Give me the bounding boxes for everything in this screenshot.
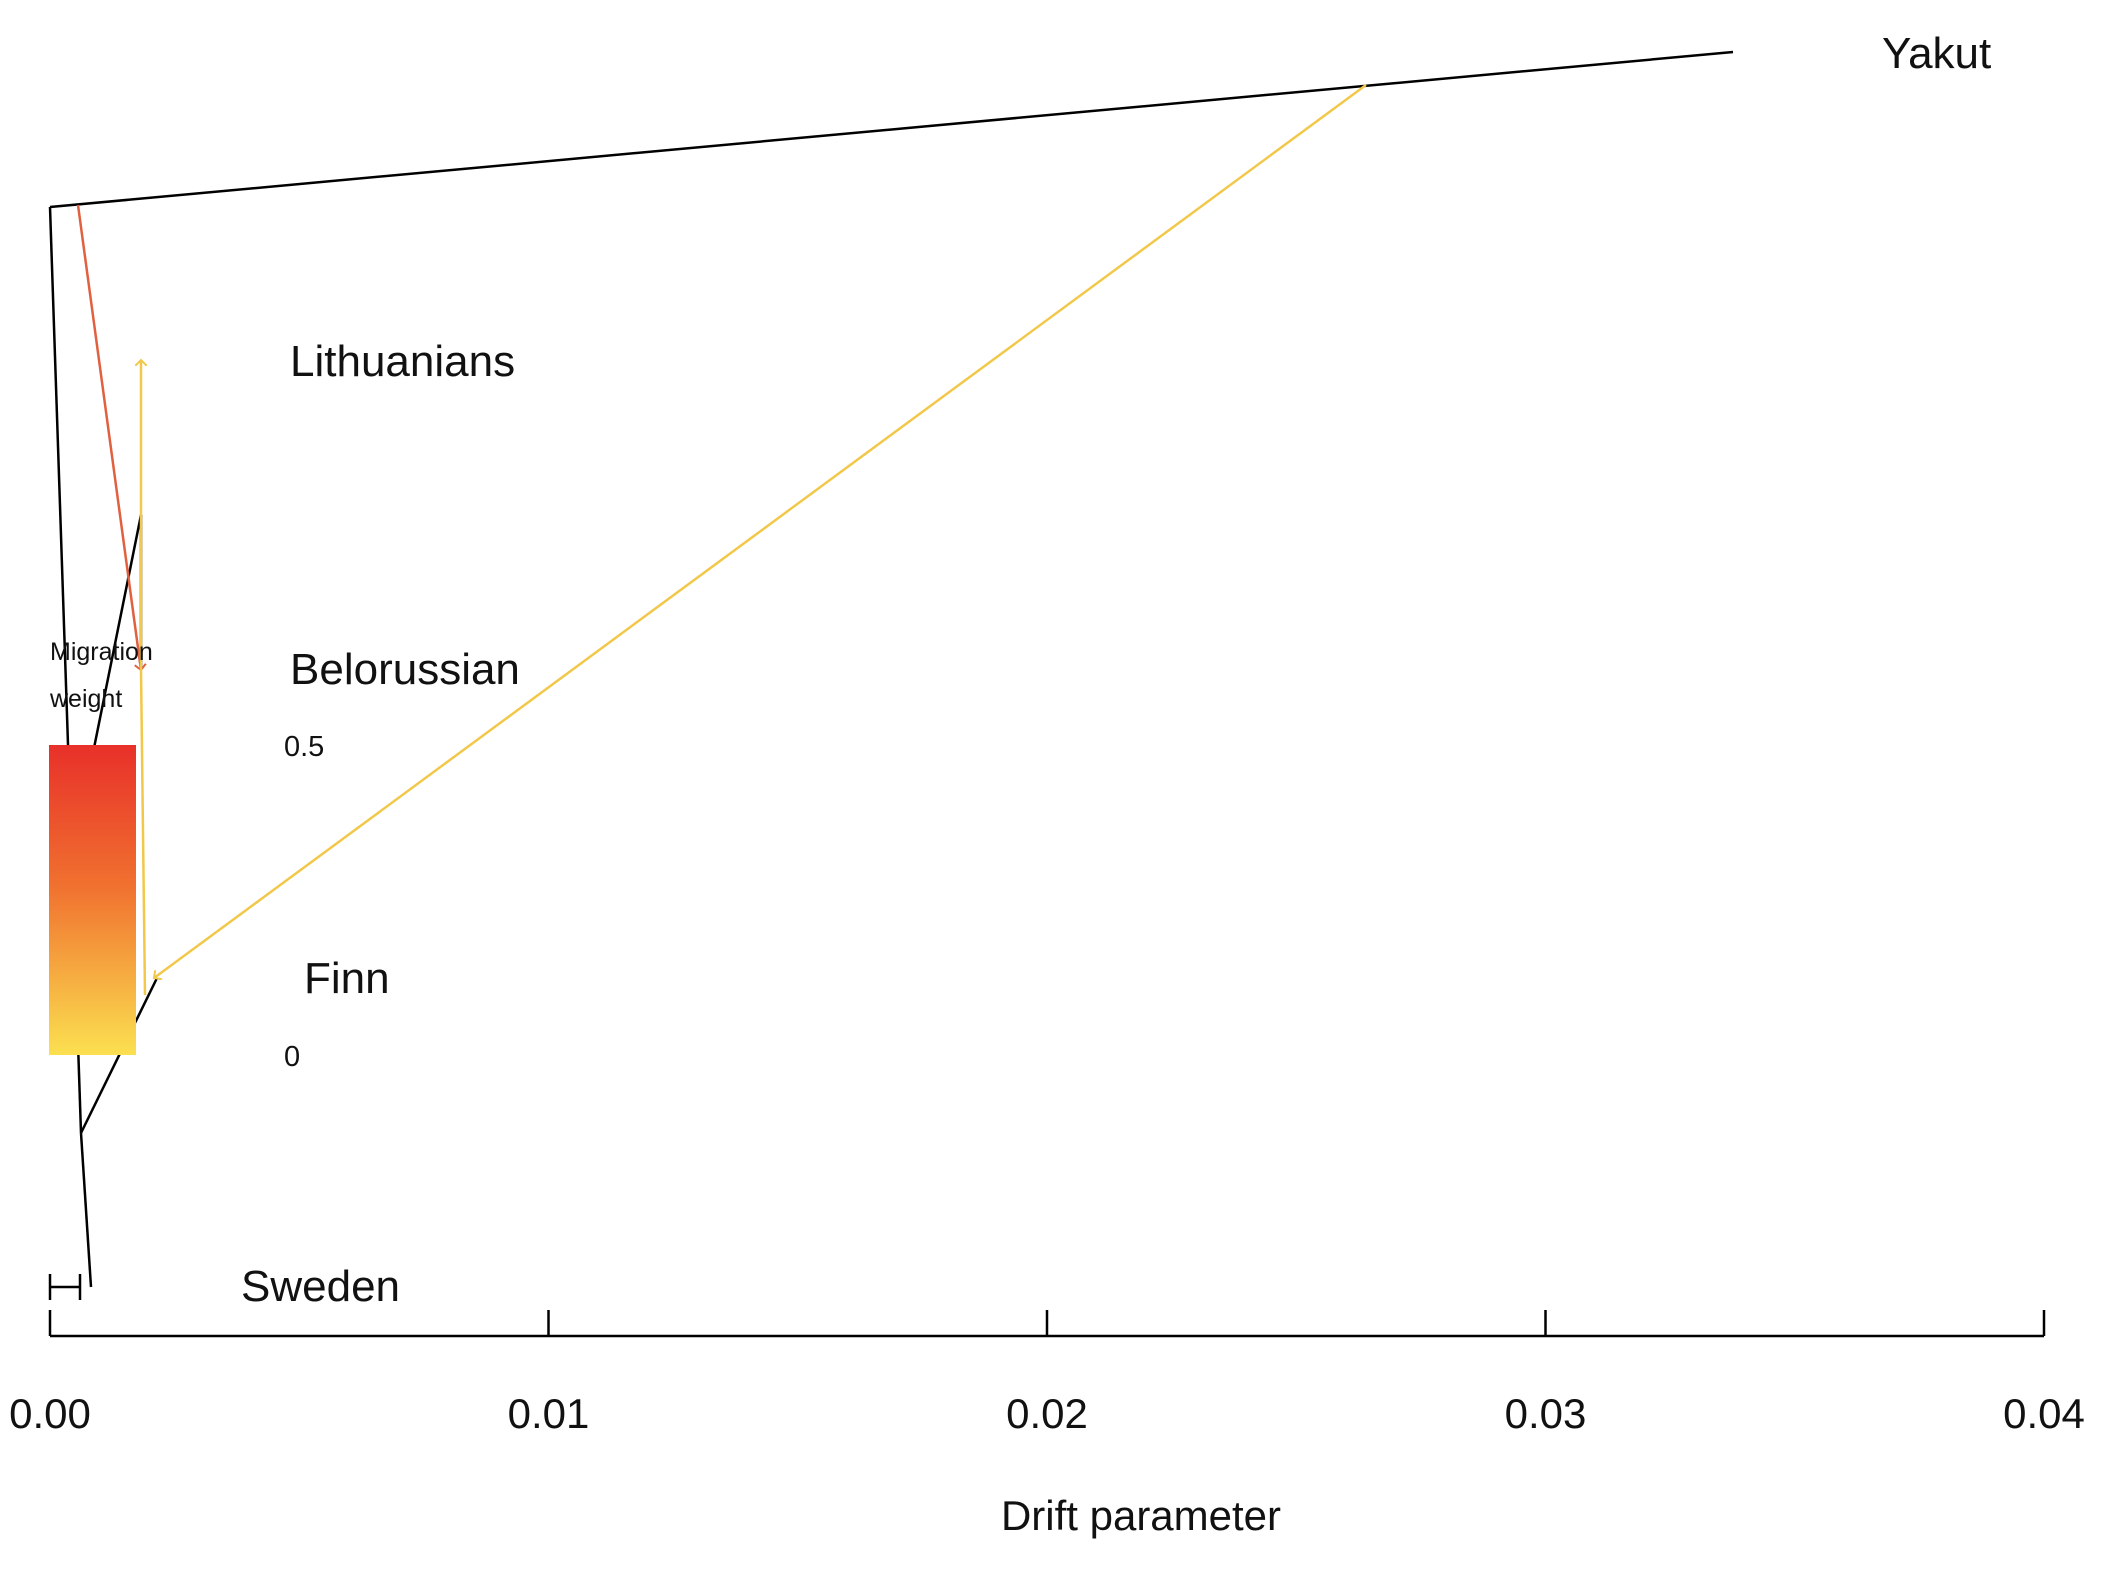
legend-min-label: 0 xyxy=(284,1041,300,1073)
x-tick-label-1: 0.01 xyxy=(508,1390,590,1437)
migration-edges xyxy=(76,83,1367,996)
x-tick-label-0: 0.00 xyxy=(9,1390,91,1437)
scale-bar xyxy=(48,1274,82,1300)
migration-weight-legend: Migration weight 0.5 0 xyxy=(49,638,324,1073)
legend-color-bar xyxy=(49,745,136,1055)
legend-title-line2: weight xyxy=(49,685,122,713)
label-sweden: Sweden xyxy=(241,1262,400,1311)
tree-edge-node-sweden xyxy=(79,1132,93,1288)
label-belorussian: Belorussian xyxy=(290,645,520,694)
legend-title-line1: Migration xyxy=(50,638,153,666)
migration-edge-root-to-belorussian xyxy=(76,204,141,670)
x-tick-label-4: 0.04 xyxy=(2003,1390,2085,1437)
migration-edge-belorussian-down xyxy=(139,669,147,996)
population-labels: Yakut Lithuanians Belorussian Finn Swede… xyxy=(241,29,1991,1311)
x-tick-label-3: 0.03 xyxy=(1505,1390,1587,1437)
x-axis: 0.00 0.01 0.02 0.03 0.04 xyxy=(9,1310,2085,1437)
x-axis-title: Drift parameter xyxy=(1001,1492,1281,1539)
label-yakut: Yakut xyxy=(1882,29,1991,78)
tree-edge-root-yakut xyxy=(49,50,1734,209)
label-lithuanians: Lithuanians xyxy=(290,337,515,386)
tree-edge-node-finn xyxy=(79,977,159,1134)
tree-edge-lithuanians-branch xyxy=(92,514,143,749)
legend-max-label: 0.5 xyxy=(284,731,324,763)
x-tick-label-2: 0.02 xyxy=(1006,1390,1088,1437)
migration-edge-yakut-to-finn xyxy=(154,83,1367,978)
label-finn: Finn xyxy=(304,954,390,1003)
